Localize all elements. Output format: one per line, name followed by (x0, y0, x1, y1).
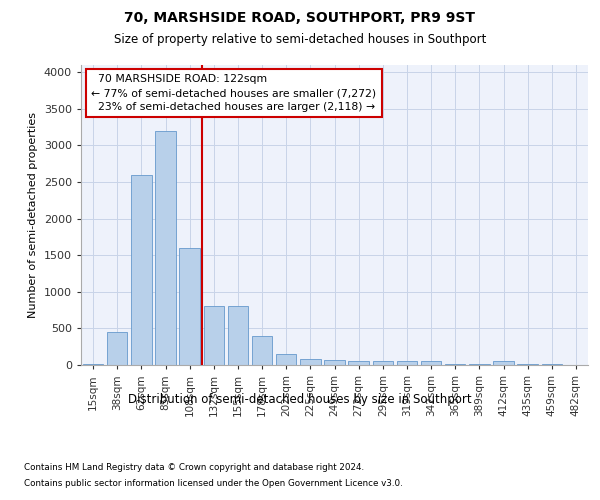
Text: Contains HM Land Registry data © Crown copyright and database right 2024.: Contains HM Land Registry data © Crown c… (24, 462, 364, 471)
Bar (445, 364, 466, 365)
Bar (373, 362, 393, 365)
Bar (179, 248, 200, 365)
Text: 70 MARSHSIDE ROAD: 122sqm
← 77% of semi-detached houses are smaller (7,272)
  23: 70 MARSHSIDE ROAD: 122sqm ← 77% of semi-… (91, 74, 376, 112)
Bar (203, 306, 224, 365)
Y-axis label: Number of semi-detached properties: Number of semi-detached properties (28, 112, 38, 318)
Bar (300, 359, 320, 365)
Bar (349, 362, 369, 365)
Bar (227, 306, 248, 365)
Bar (131, 175, 152, 365)
Text: Size of property relative to semi-detached houses in Southport: Size of property relative to semi-detach… (114, 32, 486, 46)
Bar (324, 360, 345, 365)
Bar (421, 362, 442, 365)
Bar (517, 364, 538, 365)
Bar (469, 364, 490, 365)
Bar (493, 361, 514, 365)
Bar (542, 364, 562, 365)
Bar (83, 364, 103, 365)
Bar (397, 362, 417, 365)
Text: 70, MARSHSIDE ROAD, SOUTHPORT, PR9 9ST: 70, MARSHSIDE ROAD, SOUTHPORT, PR9 9ST (125, 12, 476, 26)
Text: Contains public sector information licensed under the Open Government Licence v3: Contains public sector information licen… (24, 479, 403, 488)
Bar (276, 354, 296, 365)
Bar (155, 131, 176, 365)
Bar (107, 332, 127, 365)
Bar (252, 336, 272, 365)
Text: Distribution of semi-detached houses by size in Southport: Distribution of semi-detached houses by … (128, 392, 472, 406)
